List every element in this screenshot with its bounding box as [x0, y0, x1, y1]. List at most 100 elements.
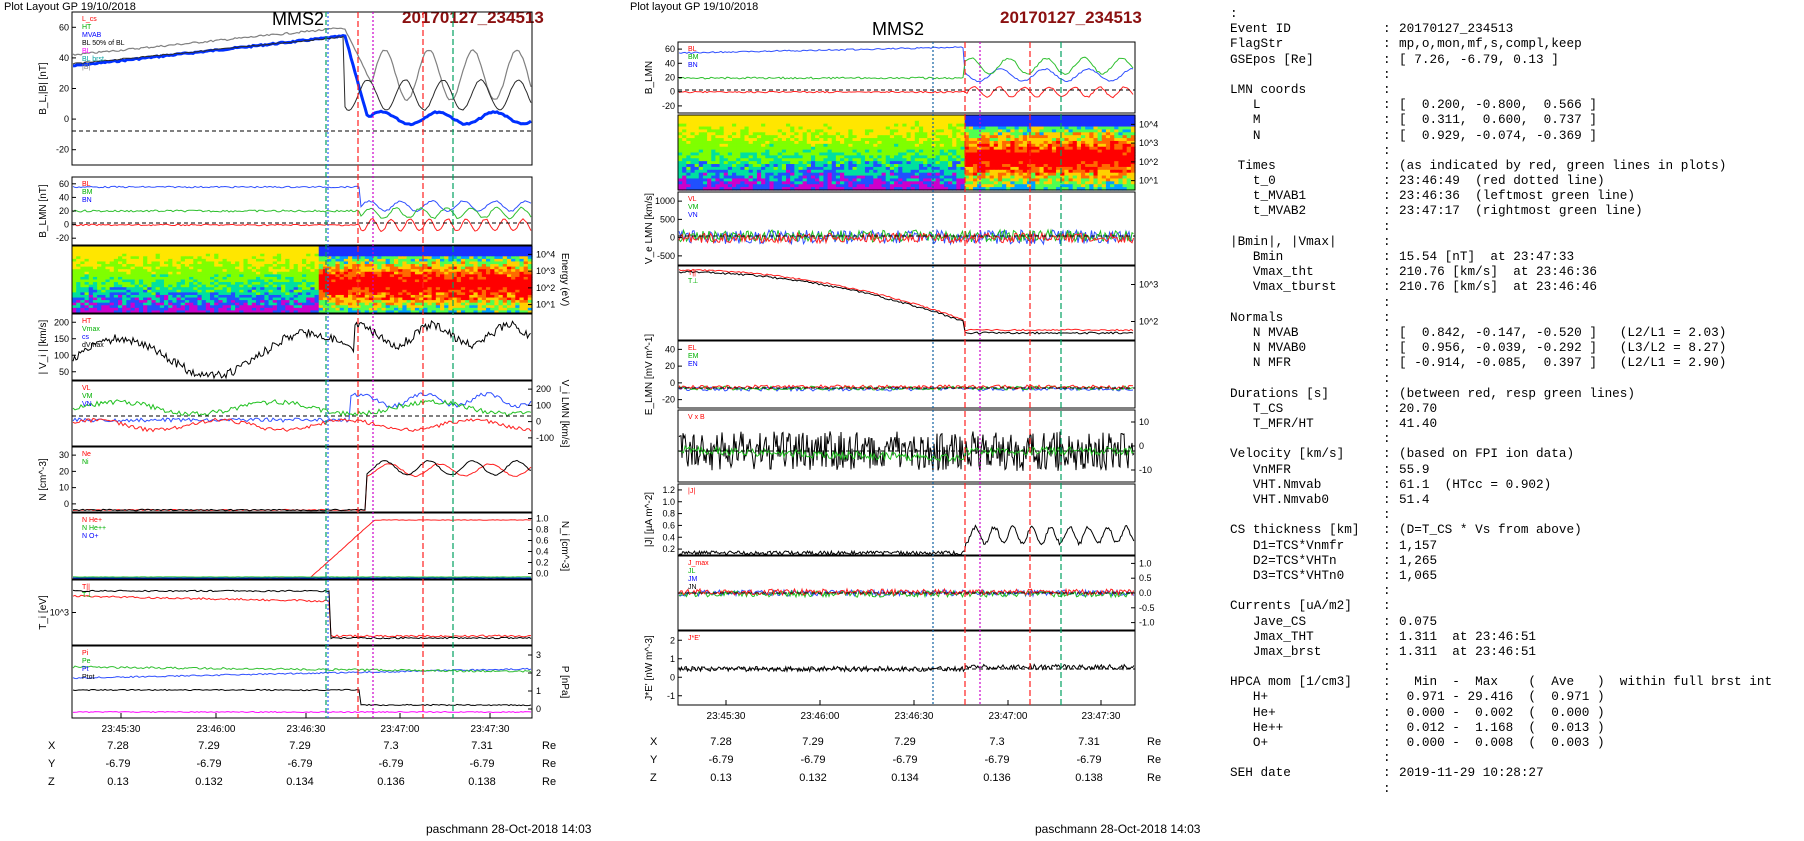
spectrogram-cell [469, 310, 475, 314]
spectrogram-cell [368, 271, 374, 275]
spectrogram-cell [715, 161, 721, 165]
spectrogram-cell [293, 276, 299, 281]
spectrogram-cell [960, 140, 966, 145]
spectrogram-cell [172, 269, 178, 273]
spectrogram-cell [385, 302, 391, 306]
spectrogram-cell [427, 282, 433, 286]
spectrogram-cell [377, 284, 383, 288]
spectrogram-cell [176, 289, 182, 293]
spectrogram-cell [180, 251, 186, 255]
spectrogram-cell [201, 300, 207, 304]
spectrogram-cell [310, 256, 316, 260]
spectrogram-cell [310, 271, 316, 275]
spectrogram-cell [239, 266, 245, 270]
spectrogram-cell [335, 282, 341, 286]
spectrogram-cell [306, 284, 311, 288]
spectrogram-cell [297, 251, 303, 255]
spectrogram-cell [486, 264, 491, 268]
spectrogram-cell [465, 266, 470, 270]
spectrogram-cell [172, 253, 178, 257]
spectrogram-cell [1010, 123, 1016, 128]
spectrogram-cell [427, 302, 433, 306]
spectrogram-cell [810, 135, 816, 139]
spectrogram-cell [92, 258, 98, 263]
spectrogram-cell [943, 123, 949, 128]
spectrogram-cell [702, 158, 708, 162]
spectrogram-cell [205, 256, 211, 260]
spectrogram-cell [122, 307, 127, 312]
spectrogram-cell [1014, 135, 1020, 139]
spectrogram-cell [427, 248, 433, 252]
spectrogram-cell [431, 289, 437, 293]
spectrogram-cell [389, 258, 395, 263]
spectrogram-cell [477, 274, 483, 278]
spectrogram-cell [201, 289, 207, 293]
spectrogram-cell [423, 294, 429, 299]
spectrogram-cell [385, 282, 391, 286]
spectrogram-cell [151, 258, 157, 263]
spectrogram-cell [406, 302, 412, 306]
spectrogram-cell [147, 307, 153, 312]
spectrogram-cell [1118, 132, 1124, 136]
spectrogram-cell [1064, 149, 1070, 154]
y-tick-label: -100 [536, 433, 554, 443]
spectrogram-cell [318, 261, 324, 265]
spectrogram-cell [377, 256, 383, 260]
spectrogram-cell [381, 302, 387, 306]
spectrogram-cell [297, 266, 303, 270]
spectrogram-cell [435, 253, 441, 257]
spectrogram-cell [356, 274, 362, 278]
spectrogram-cell [1114, 120, 1119, 125]
spectrogram-cell [707, 158, 712, 162]
spectrogram-cell [339, 282, 345, 286]
spectrogram-cell [260, 300, 265, 304]
spectrogram-cell [448, 253, 454, 257]
spectrogram-cell [260, 261, 265, 265]
spectrogram-cell [494, 287, 500, 291]
spectrogram-cell [440, 269, 445, 273]
spectrogram-cell [398, 274, 403, 278]
spectrogram-cell [118, 302, 123, 306]
spectrogram-cell [385, 274, 391, 278]
spectrogram-cell [885, 152, 891, 156]
spectrogram-cell [385, 305, 391, 309]
spectrogram-cell [97, 307, 102, 312]
spectrogram-cell [1039, 152, 1045, 156]
spectrogram-cell [368, 269, 374, 273]
spectrogram-cell [402, 246, 408, 250]
spectrogram-cell [486, 248, 491, 252]
spectrogram-cell [151, 294, 157, 299]
spectrogram-cell [168, 266, 173, 270]
spectrogram-cell [906, 149, 912, 154]
spectrogram-cell [435, 292, 441, 296]
spectrogram-cell [235, 305, 240, 309]
spectrogram-cell [297, 271, 303, 275]
spectrogram-cell [1014, 117, 1020, 122]
spectrogram-cell [506, 246, 512, 250]
spectrogram-cell [414, 310, 420, 314]
spectrogram-cell [109, 297, 115, 301]
spectrogram-cell [502, 274, 508, 278]
spectrogram-cell [293, 279, 299, 283]
spectrogram-cell [744, 158, 750, 162]
spectrogram-cell [881, 115, 887, 119]
spectrogram-cell [268, 292, 274, 296]
spectrogram-cell [310, 266, 316, 270]
legend-entry: |B| [82, 64, 90, 71]
spectrogram-cell [164, 284, 169, 288]
spectrogram-cell [172, 264, 178, 268]
spectrogram-cell [723, 143, 729, 148]
spectrogram-cell [356, 256, 362, 260]
spectrogram-cell [289, 307, 295, 312]
spectrogram-cell [756, 164, 762, 168]
spectrogram-cell [918, 123, 924, 128]
spectrogram-cell [130, 289, 136, 293]
spectrogram-cell [765, 117, 770, 122]
spectrogram-cell [310, 248, 316, 252]
spectrogram-cell [852, 126, 858, 131]
spectrogram-cell [815, 123, 820, 128]
spectrogram-cell [335, 287, 341, 291]
spectrogram-cell [1089, 143, 1095, 148]
spectrogram-cell [511, 302, 516, 306]
spectrogram-cell [268, 274, 274, 278]
